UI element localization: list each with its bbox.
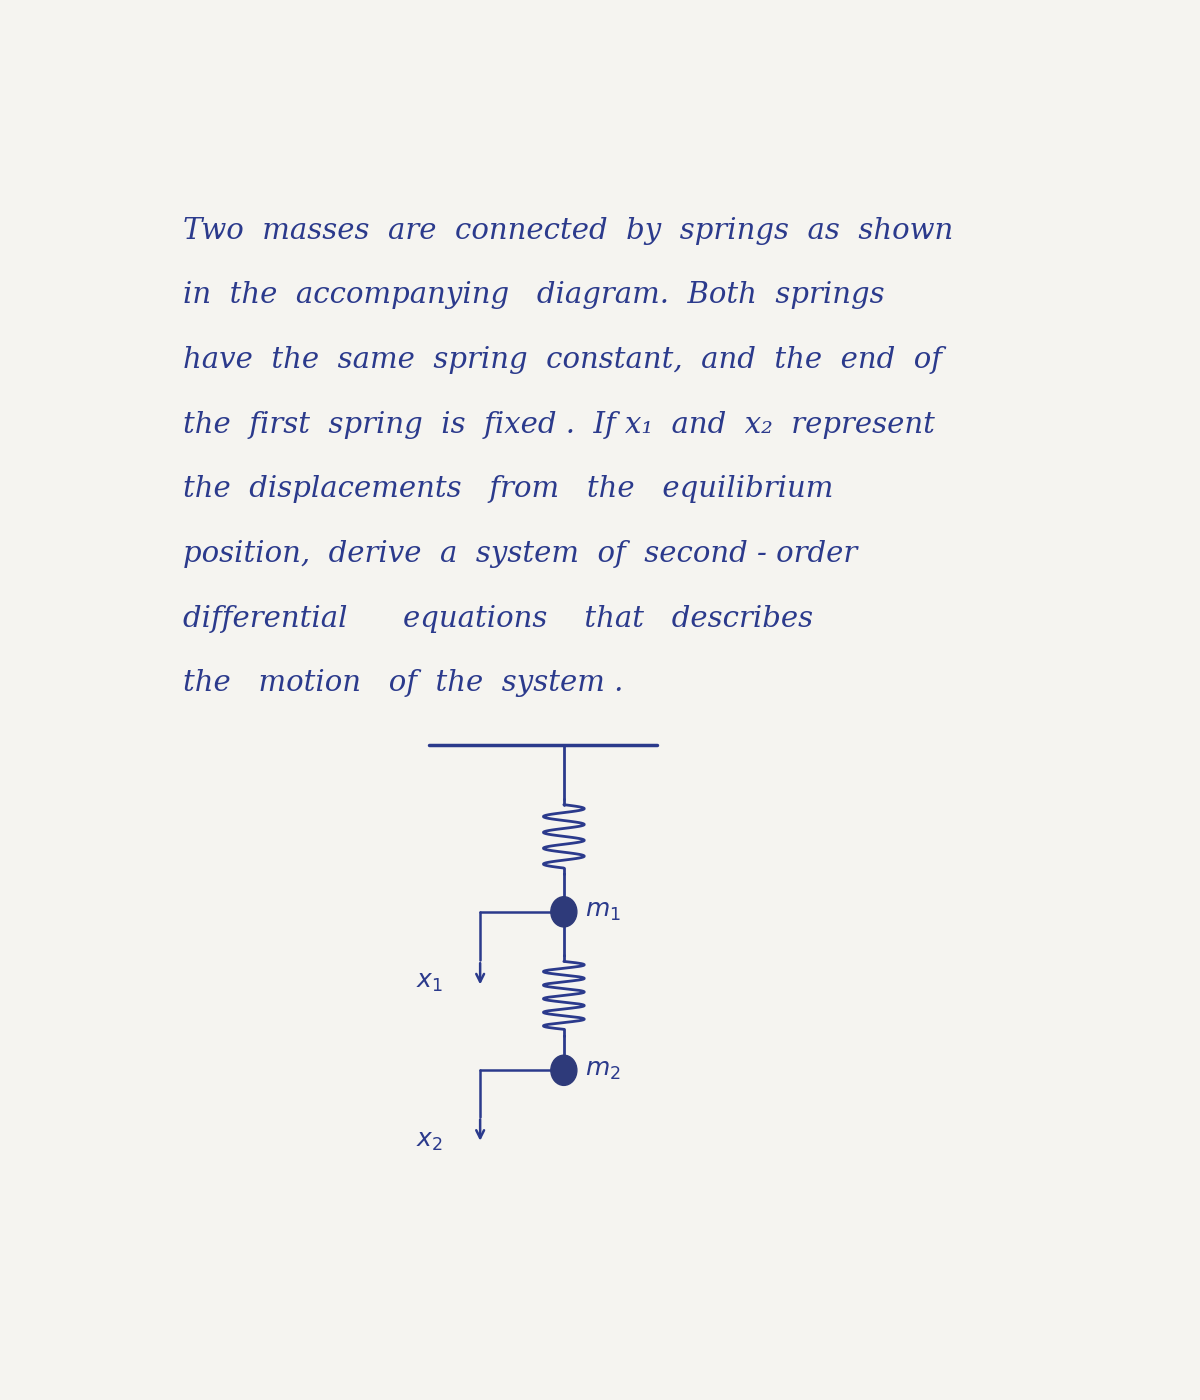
Text: $x_1$: $x_1$: [416, 972, 443, 994]
Text: position,  derive  a  system  of  second - order: position, derive a system of second - or…: [182, 540, 857, 568]
Text: $x_2$: $x_2$: [416, 1130, 443, 1152]
Text: the  displacements   from   the   equilibrium: the displacements from the equilibrium: [182, 475, 833, 503]
Circle shape: [551, 897, 577, 927]
Text: the   motion   of  the  system .: the motion of the system .: [182, 669, 623, 697]
Text: $m_1$: $m_1$: [586, 900, 622, 924]
Text: the  first  spring  is  fixed .  If x₁  and  x₂  represent: the first spring is fixed . If x₁ and x₂…: [182, 410, 935, 438]
Text: Two  masses  are  connected  by  springs  as  shown: Two masses are connected by springs as s…: [182, 217, 953, 245]
Text: differential      equations    that   describes: differential equations that describes: [182, 605, 812, 633]
Text: in  the  accompanying   diagram.  Both  springs: in the accompanying diagram. Both spring…: [182, 281, 884, 309]
Text: $m_2$: $m_2$: [586, 1058, 620, 1082]
Text: have  the  same  spring  constant,  and  the  end  of: have the same spring constant, and the e…: [182, 346, 942, 374]
Circle shape: [551, 1056, 577, 1085]
